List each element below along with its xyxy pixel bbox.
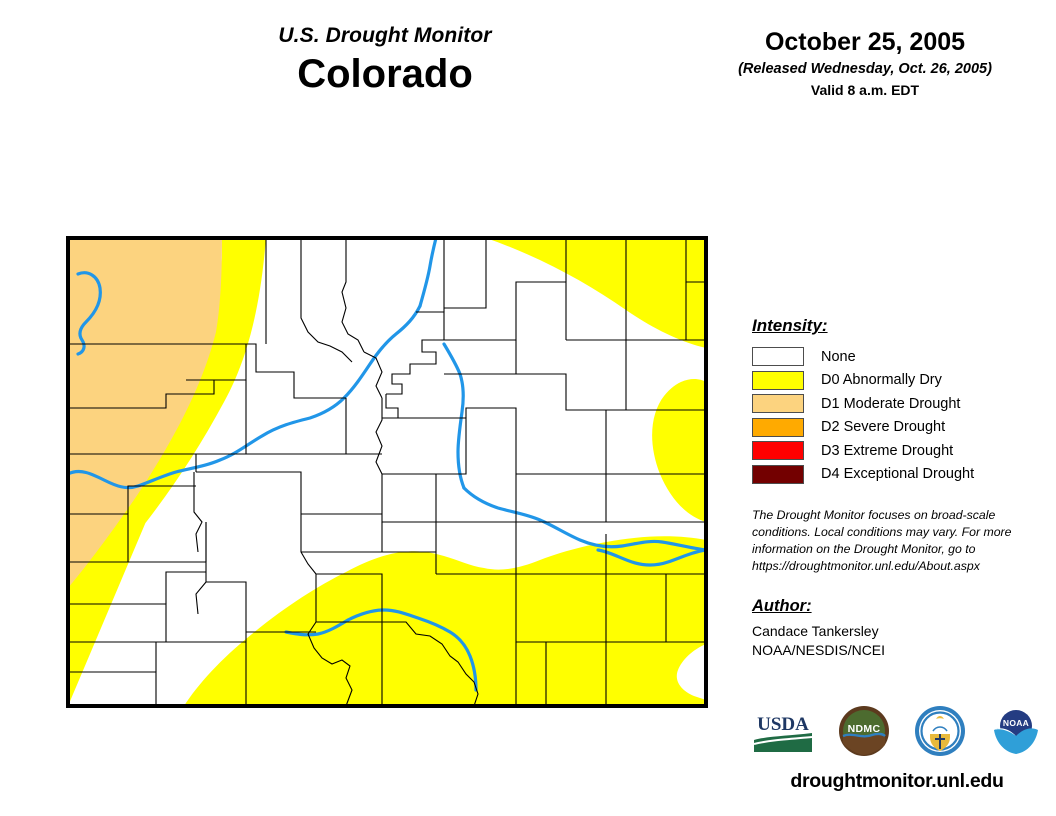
usda-logo: USDA [752,706,814,756]
disclaimer-text: The Drought Monitor focuses on broad-sca… [752,508,1012,573]
svg-text:USDA: USDA [757,714,809,735]
state-name-title: Colorado [297,52,473,97]
legend-row-d3[interactable]: D3 Extreme Drought [752,439,1042,463]
svg-text:NDMC: NDMC [848,723,881,735]
legend-swatch-d3 [752,441,804,461]
river-south-platte [442,342,466,490]
legend-swatch-none [752,347,804,367]
author-organization: NOAA/NESDIS/NCEI [752,641,886,658]
county-boundaries-layer [68,238,706,707]
unl-seal-logo [915,706,965,756]
drought-monitor-title: U.S. Drought Monitor [278,24,492,47]
release-date: (Released Wednesday, Oct. 26, 2005) [738,60,992,77]
header-right-block: October 25, 2005 (Released Wednesday, Oc… [700,28,1030,99]
legend-heading: Intensity: [752,316,828,335]
legend-label-d4: D4 Exceptional Drought [821,466,975,483]
legend-swatch-d4 [752,464,804,484]
colorado-drought-map[interactable] [46,222,736,722]
state-border [66,236,708,708]
legend-panel: Intensity: None D0 Abnormally Dry D1 Mod… [752,316,1042,659]
legend-label-d0: D0 Abnormally Dry [821,372,942,389]
drought-area-d0-northwest-fill [68,238,254,706]
legend-label-none: None [821,348,856,365]
valid-time: Valid 8 a.m. EDT [810,82,920,99]
legend-row-d2[interactable]: D2 Severe Drought [752,416,1042,440]
noaa-logo: NOAA [994,710,1038,754]
svg-text:NOAA: NOAA [1003,718,1029,728]
river-north-central [418,236,438,308]
river-arkansas [462,486,708,552]
legend-label-d3: D3 Extreme Drought [821,442,954,459]
drought-area-d0-east-strip2 [652,378,706,522]
river-rio-grande [346,608,478,692]
logo-row: USDA NDMC NOAA [752,702,1042,760]
header-left-block: U.S. Drought Monitor Colorado [150,24,620,97]
legend-row-d0[interactable]: D0 Abnormally Dry [752,369,1042,393]
author-name: Candace Tankersley [752,623,879,640]
legend-row-d4[interactable]: D4 Exceptional Drought [752,463,1042,487]
legend-swatch-d2 [752,417,804,437]
legend-label-d2: D2 Severe Drought [821,419,946,436]
drought-area-d0-southeast [184,536,706,706]
author-heading: Author: [752,597,812,616]
river-rio-grande-west [284,618,350,637]
ndmc-logo: NDMC [839,706,889,756]
river-se-tributary [596,548,708,567]
drought-area-d0-northeast-lobe [486,238,706,348]
legend-label-d1: D1 Moderate Drought [821,395,961,412]
site-url[interactable]: droughtmonitor.unl.edu [790,770,1004,792]
legend-swatch-d0 [752,370,804,390]
drought-area-d1-northwest [68,238,222,588]
issue-date: October 25, 2005 [764,28,966,56]
legend-row-none[interactable]: None [752,345,1042,369]
d0-southeast-notch [691,652,706,696]
river-nw-loop [76,271,102,356]
legend-row-d1[interactable]: D1 Moderate Drought [752,392,1042,416]
legend-swatch-d1 [752,394,804,414]
